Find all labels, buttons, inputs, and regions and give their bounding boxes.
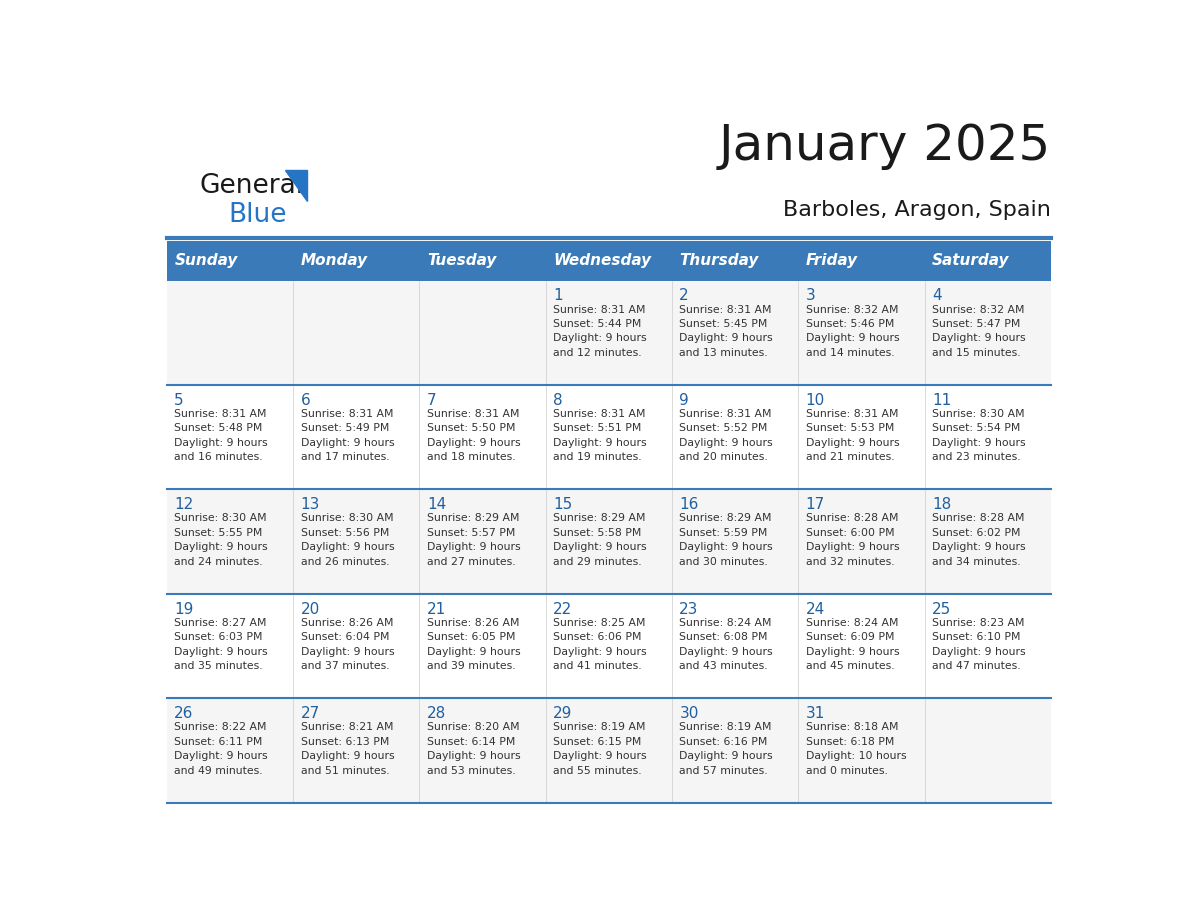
Text: Tuesday: Tuesday: [426, 253, 497, 268]
Text: 24: 24: [805, 601, 824, 617]
Text: 30: 30: [680, 706, 699, 722]
Text: 21: 21: [426, 601, 446, 617]
Text: Sunrise: 8:26 AM
Sunset: 6:05 PM
Daylight: 9 hours
and 39 minutes.: Sunrise: 8:26 AM Sunset: 6:05 PM Dayligh…: [426, 618, 520, 671]
Text: Sunrise: 8:20 AM
Sunset: 6:14 PM
Daylight: 9 hours
and 53 minutes.: Sunrise: 8:20 AM Sunset: 6:14 PM Dayligh…: [426, 722, 520, 776]
Bar: [166, 241, 1051, 281]
Text: 17: 17: [805, 498, 824, 512]
Text: Sunrise: 8:26 AM
Sunset: 6:04 PM
Daylight: 9 hours
and 37 minutes.: Sunrise: 8:26 AM Sunset: 6:04 PM Dayligh…: [301, 618, 394, 671]
Text: Monday: Monday: [301, 253, 367, 268]
Text: 23: 23: [680, 601, 699, 617]
Text: 31: 31: [805, 706, 824, 722]
Text: Sunrise: 8:22 AM
Sunset: 6:11 PM
Daylight: 9 hours
and 49 minutes.: Sunrise: 8:22 AM Sunset: 6:11 PM Dayligh…: [175, 722, 268, 776]
Text: 12: 12: [175, 498, 194, 512]
Text: Sunrise: 8:24 AM
Sunset: 6:09 PM
Daylight: 9 hours
and 45 minutes.: Sunrise: 8:24 AM Sunset: 6:09 PM Dayligh…: [805, 618, 899, 671]
Text: January 2025: January 2025: [719, 122, 1051, 170]
Text: 28: 28: [426, 706, 446, 722]
Text: 16: 16: [680, 498, 699, 512]
Text: Sunday: Sunday: [175, 253, 238, 268]
Text: Sunrise: 8:31 AM
Sunset: 5:52 PM
Daylight: 9 hours
and 20 minutes.: Sunrise: 8:31 AM Sunset: 5:52 PM Dayligh…: [680, 409, 773, 463]
Text: Saturday: Saturday: [931, 253, 1010, 268]
Bar: [166, 594, 1051, 699]
Text: Sunrise: 8:21 AM
Sunset: 6:13 PM
Daylight: 9 hours
and 51 minutes.: Sunrise: 8:21 AM Sunset: 6:13 PM Dayligh…: [301, 722, 394, 776]
Text: 5: 5: [175, 393, 184, 408]
Text: 19: 19: [175, 601, 194, 617]
Text: 1: 1: [554, 288, 563, 303]
Text: Sunrise: 8:29 AM
Sunset: 5:57 PM
Daylight: 9 hours
and 27 minutes.: Sunrise: 8:29 AM Sunset: 5:57 PM Dayligh…: [426, 513, 520, 566]
Text: Sunrise: 8:18 AM
Sunset: 6:18 PM
Daylight: 10 hours
and 0 minutes.: Sunrise: 8:18 AM Sunset: 6:18 PM Dayligh…: [805, 722, 906, 776]
Text: 26: 26: [175, 706, 194, 722]
Text: Sunrise: 8:29 AM
Sunset: 5:59 PM
Daylight: 9 hours
and 30 minutes.: Sunrise: 8:29 AM Sunset: 5:59 PM Dayligh…: [680, 513, 773, 566]
Text: General: General: [200, 173, 303, 198]
Text: 22: 22: [554, 601, 573, 617]
Bar: [166, 385, 1051, 489]
Text: 2: 2: [680, 288, 689, 303]
Text: Sunrise: 8:31 AM
Sunset: 5:53 PM
Daylight: 9 hours
and 21 minutes.: Sunrise: 8:31 AM Sunset: 5:53 PM Dayligh…: [805, 409, 899, 463]
Text: Thursday: Thursday: [680, 253, 759, 268]
Bar: [166, 699, 1051, 803]
Text: Sunrise: 8:29 AM
Sunset: 5:58 PM
Daylight: 9 hours
and 29 minutes.: Sunrise: 8:29 AM Sunset: 5:58 PM Dayligh…: [554, 513, 646, 566]
Text: 13: 13: [301, 498, 320, 512]
Text: 11: 11: [931, 393, 952, 408]
Text: Sunrise: 8:31 AM
Sunset: 5:50 PM
Daylight: 9 hours
and 18 minutes.: Sunrise: 8:31 AM Sunset: 5:50 PM Dayligh…: [426, 409, 520, 463]
Text: Sunrise: 8:31 AM
Sunset: 5:45 PM
Daylight: 9 hours
and 13 minutes.: Sunrise: 8:31 AM Sunset: 5:45 PM Dayligh…: [680, 305, 773, 358]
Text: Sunrise: 8:32 AM
Sunset: 5:47 PM
Daylight: 9 hours
and 15 minutes.: Sunrise: 8:32 AM Sunset: 5:47 PM Dayligh…: [931, 305, 1025, 358]
Bar: [166, 489, 1051, 594]
Text: Sunrise: 8:30 AM
Sunset: 5:55 PM
Daylight: 9 hours
and 24 minutes.: Sunrise: 8:30 AM Sunset: 5:55 PM Dayligh…: [175, 513, 268, 566]
Text: Sunrise: 8:24 AM
Sunset: 6:08 PM
Daylight: 9 hours
and 43 minutes.: Sunrise: 8:24 AM Sunset: 6:08 PM Dayligh…: [680, 618, 773, 671]
Text: 20: 20: [301, 601, 320, 617]
Text: 14: 14: [426, 498, 446, 512]
Text: 15: 15: [554, 498, 573, 512]
Text: Sunrise: 8:27 AM
Sunset: 6:03 PM
Daylight: 9 hours
and 35 minutes.: Sunrise: 8:27 AM Sunset: 6:03 PM Dayligh…: [175, 618, 268, 671]
Text: 8: 8: [554, 393, 563, 408]
Text: Sunrise: 8:31 AM
Sunset: 5:44 PM
Daylight: 9 hours
and 12 minutes.: Sunrise: 8:31 AM Sunset: 5:44 PM Dayligh…: [554, 305, 646, 358]
Text: 25: 25: [931, 601, 952, 617]
Text: Sunrise: 8:30 AM
Sunset: 5:54 PM
Daylight: 9 hours
and 23 minutes.: Sunrise: 8:30 AM Sunset: 5:54 PM Dayligh…: [931, 409, 1025, 463]
Text: Sunrise: 8:19 AM
Sunset: 6:16 PM
Daylight: 9 hours
and 57 minutes.: Sunrise: 8:19 AM Sunset: 6:16 PM Dayligh…: [680, 722, 773, 776]
Text: Sunrise: 8:30 AM
Sunset: 5:56 PM
Daylight: 9 hours
and 26 minutes.: Sunrise: 8:30 AM Sunset: 5:56 PM Dayligh…: [301, 513, 394, 566]
Text: 18: 18: [931, 498, 952, 512]
Bar: [166, 281, 1051, 385]
Text: Wednesday: Wednesday: [554, 253, 651, 268]
Text: Sunrise: 8:23 AM
Sunset: 6:10 PM
Daylight: 9 hours
and 47 minutes.: Sunrise: 8:23 AM Sunset: 6:10 PM Dayligh…: [931, 618, 1025, 671]
Text: Sunrise: 8:28 AM
Sunset: 6:02 PM
Daylight: 9 hours
and 34 minutes.: Sunrise: 8:28 AM Sunset: 6:02 PM Dayligh…: [931, 513, 1025, 566]
Text: Sunrise: 8:31 AM
Sunset: 5:51 PM
Daylight: 9 hours
and 19 minutes.: Sunrise: 8:31 AM Sunset: 5:51 PM Dayligh…: [554, 409, 646, 463]
Text: Sunrise: 8:31 AM
Sunset: 5:49 PM
Daylight: 9 hours
and 17 minutes.: Sunrise: 8:31 AM Sunset: 5:49 PM Dayligh…: [301, 409, 394, 463]
Text: Blue: Blue: [228, 202, 287, 229]
Text: 4: 4: [931, 288, 942, 303]
Text: Friday: Friday: [805, 253, 858, 268]
Text: Sunrise: 8:19 AM
Sunset: 6:15 PM
Daylight: 9 hours
and 55 minutes.: Sunrise: 8:19 AM Sunset: 6:15 PM Dayligh…: [554, 722, 646, 776]
Text: 7: 7: [426, 393, 436, 408]
Text: 10: 10: [805, 393, 824, 408]
Text: 9: 9: [680, 393, 689, 408]
Text: 29: 29: [554, 706, 573, 722]
Polygon shape: [285, 170, 307, 201]
Text: Barboles, Aragon, Spain: Barboles, Aragon, Spain: [783, 200, 1051, 219]
Text: Sunrise: 8:28 AM
Sunset: 6:00 PM
Daylight: 9 hours
and 32 minutes.: Sunrise: 8:28 AM Sunset: 6:00 PM Dayligh…: [805, 513, 899, 566]
Text: Sunrise: 8:25 AM
Sunset: 6:06 PM
Daylight: 9 hours
and 41 minutes.: Sunrise: 8:25 AM Sunset: 6:06 PM Dayligh…: [554, 618, 646, 671]
Text: 6: 6: [301, 393, 310, 408]
Text: Sunrise: 8:32 AM
Sunset: 5:46 PM
Daylight: 9 hours
and 14 minutes.: Sunrise: 8:32 AM Sunset: 5:46 PM Dayligh…: [805, 305, 899, 358]
Text: Sunrise: 8:31 AM
Sunset: 5:48 PM
Daylight: 9 hours
and 16 minutes.: Sunrise: 8:31 AM Sunset: 5:48 PM Dayligh…: [175, 409, 268, 463]
Text: 3: 3: [805, 288, 815, 303]
Text: 27: 27: [301, 706, 320, 722]
